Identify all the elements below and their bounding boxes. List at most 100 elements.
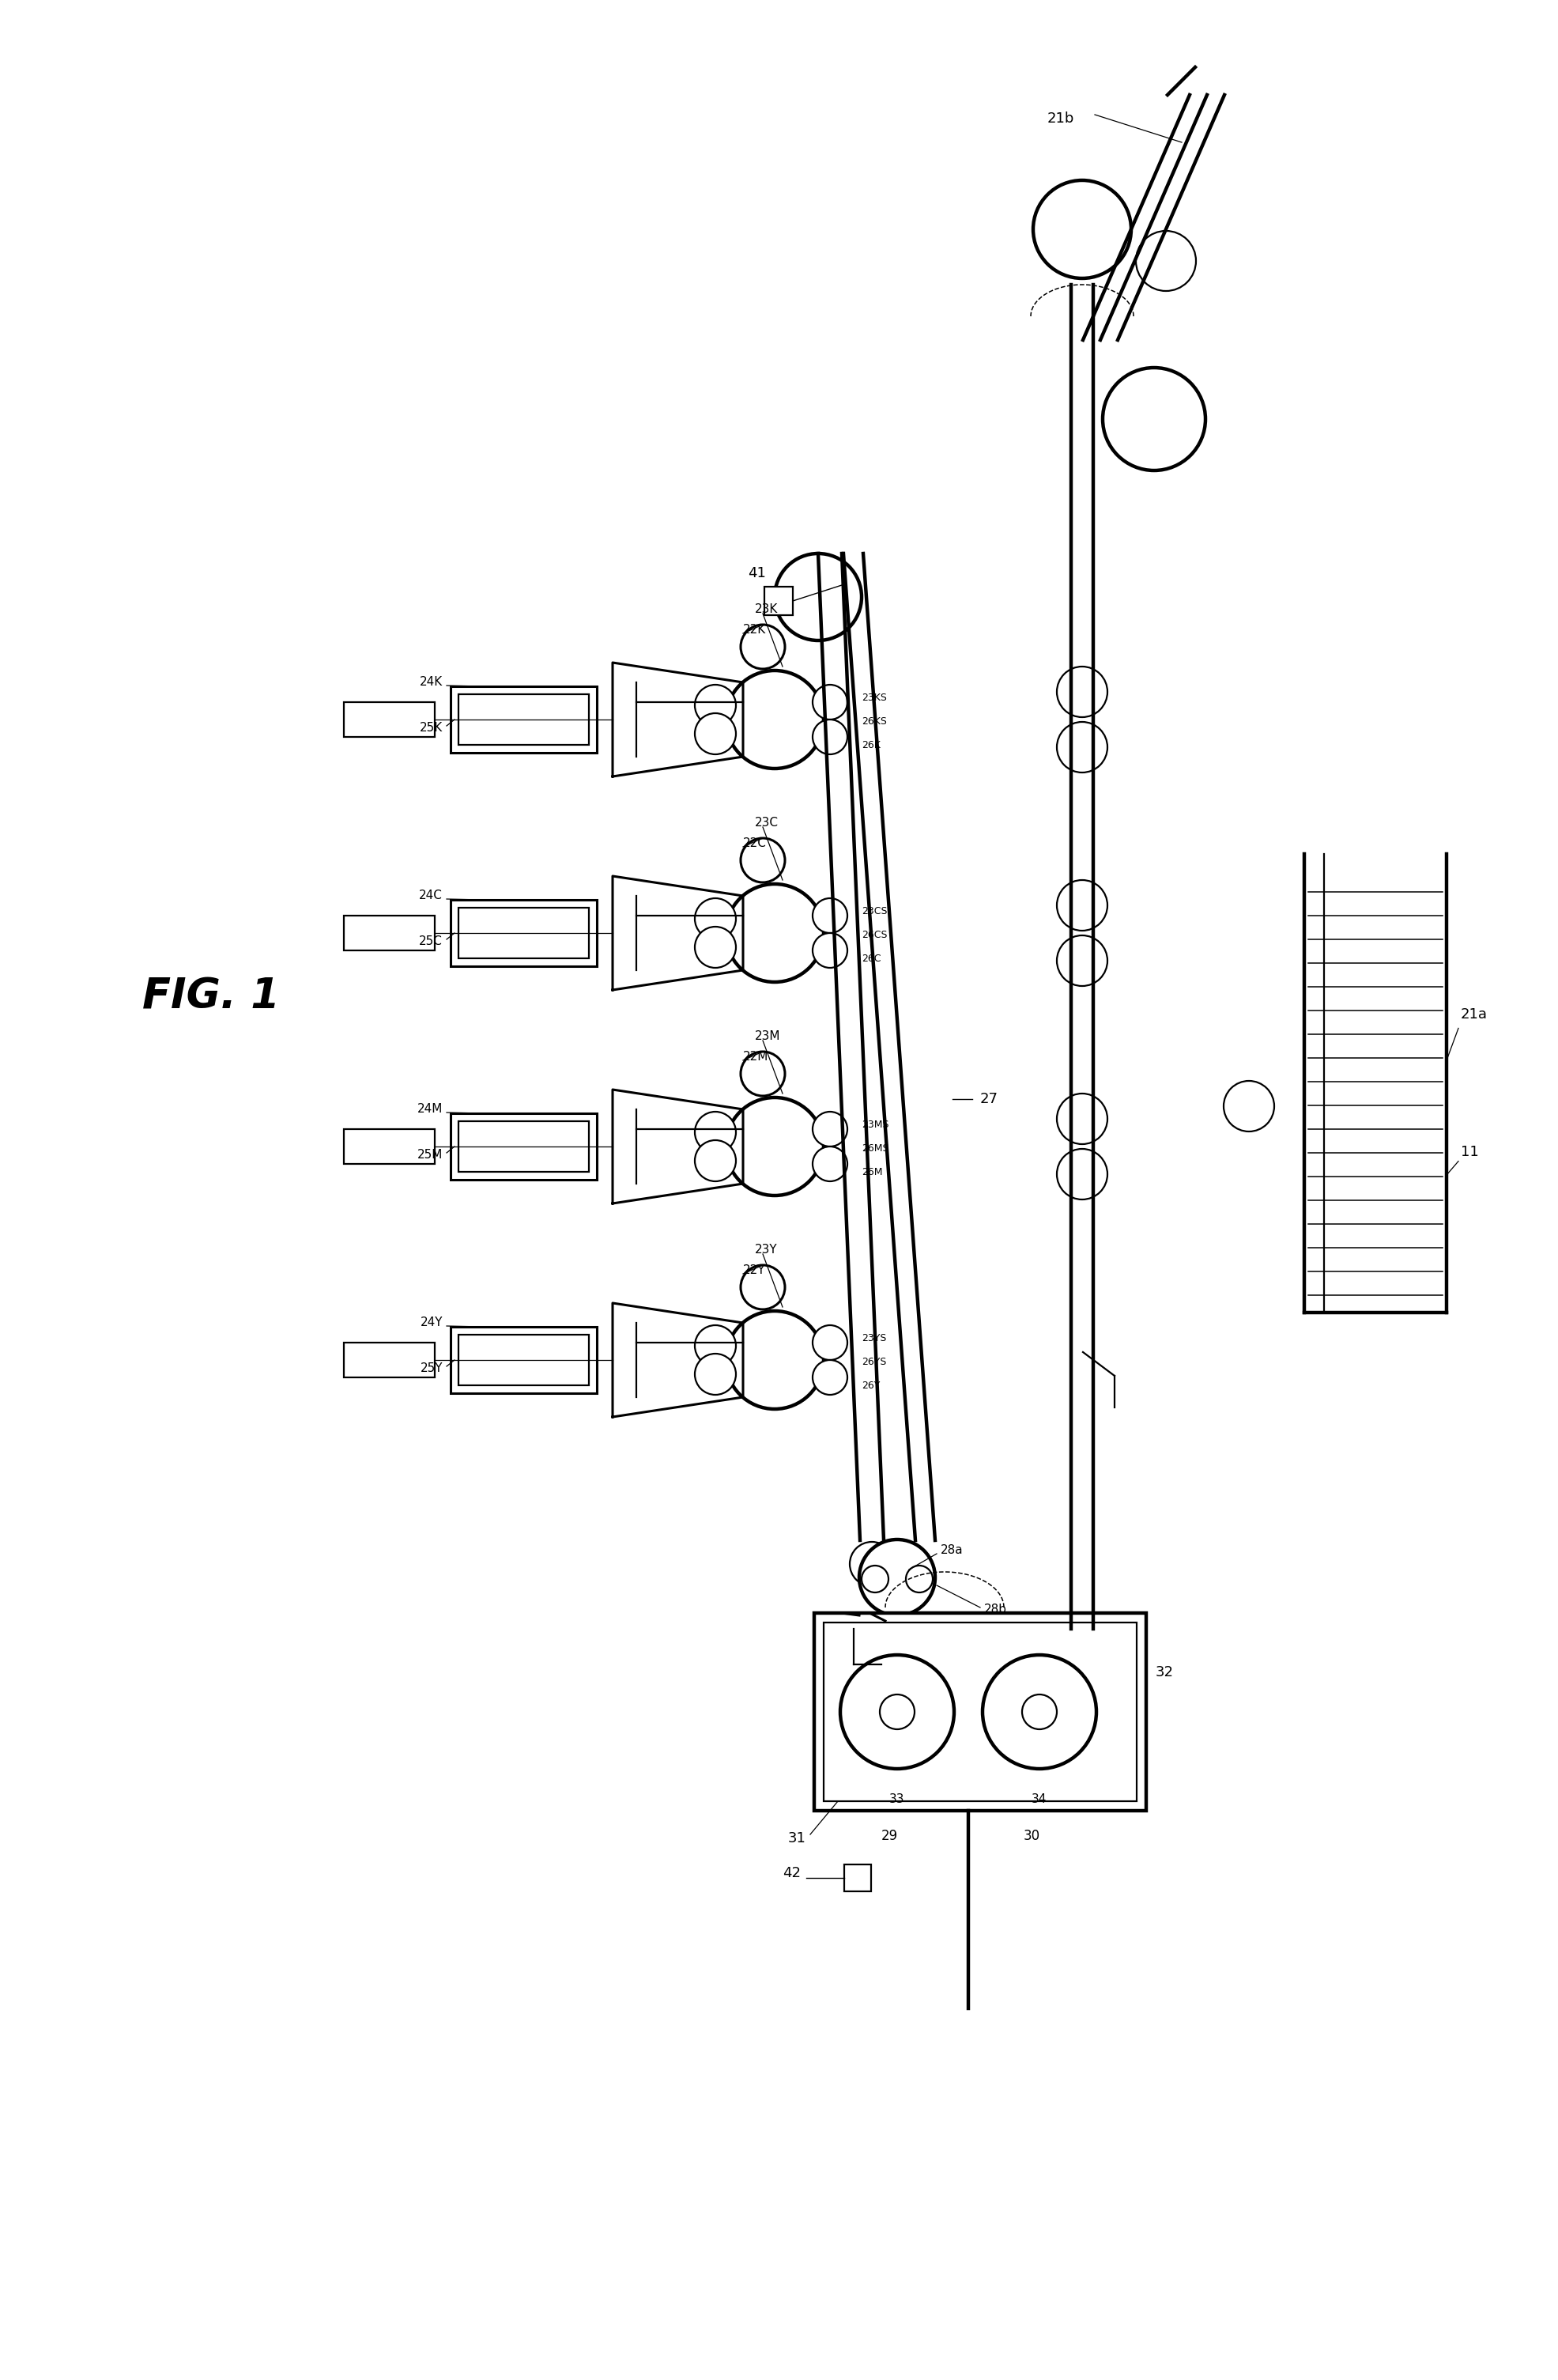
Circle shape xyxy=(1136,231,1197,290)
Text: 24C: 24C xyxy=(419,890,442,902)
Text: 26YS: 26YS xyxy=(862,1357,887,1366)
Text: 22M: 22M xyxy=(743,1050,768,1061)
Bar xyxy=(458,1335,589,1385)
Circle shape xyxy=(774,555,862,640)
Text: 32: 32 xyxy=(1156,1666,1173,1680)
Circle shape xyxy=(905,1566,933,1592)
Text: 33: 33 xyxy=(890,1792,905,1804)
Text: 30: 30 xyxy=(1024,1828,1039,1842)
Bar xyxy=(450,1326,597,1392)
Bar xyxy=(844,1864,871,1892)
Circle shape xyxy=(726,883,824,983)
Circle shape xyxy=(849,1542,894,1585)
Text: 26KS: 26KS xyxy=(862,716,887,726)
Circle shape xyxy=(1056,881,1108,931)
Text: 29: 29 xyxy=(880,1828,897,1842)
Circle shape xyxy=(813,1111,848,1147)
Text: 28a: 28a xyxy=(941,1545,963,1557)
Text: 23M: 23M xyxy=(756,1031,781,1042)
Text: 26C: 26C xyxy=(862,952,880,964)
Bar xyxy=(458,907,589,959)
Text: 21b: 21b xyxy=(1047,112,1075,126)
Text: 21a: 21a xyxy=(1461,1007,1488,1021)
Circle shape xyxy=(1056,1092,1108,1145)
Circle shape xyxy=(813,719,848,754)
Text: 23Y: 23Y xyxy=(756,1242,777,1254)
Text: 22Y: 22Y xyxy=(743,1264,765,1276)
Circle shape xyxy=(880,1695,915,1730)
Bar xyxy=(450,1114,597,1180)
Text: 23MS: 23MS xyxy=(862,1119,890,1130)
Text: 23CS: 23CS xyxy=(862,907,888,916)
Circle shape xyxy=(813,897,848,933)
Text: 23YS: 23YS xyxy=(862,1333,887,1342)
Circle shape xyxy=(858,1540,935,1616)
Circle shape xyxy=(858,1540,935,1616)
Text: 25C: 25C xyxy=(419,935,442,947)
Circle shape xyxy=(862,1566,888,1592)
Circle shape xyxy=(695,714,735,754)
Text: 25K: 25K xyxy=(419,721,442,733)
Bar xyxy=(344,916,435,950)
Circle shape xyxy=(726,1097,824,1195)
Bar xyxy=(815,1614,1147,1811)
Circle shape xyxy=(1056,1150,1108,1200)
Bar xyxy=(344,1128,435,1164)
Text: 23K: 23K xyxy=(756,602,777,614)
Circle shape xyxy=(813,933,848,969)
Circle shape xyxy=(740,1052,785,1095)
Text: 24K: 24K xyxy=(419,676,442,688)
Text: 23KS: 23KS xyxy=(862,693,887,702)
Bar xyxy=(458,1121,589,1171)
Text: 26Y: 26Y xyxy=(862,1380,880,1390)
Text: 34: 34 xyxy=(1031,1792,1047,1804)
Text: 26K: 26K xyxy=(862,740,880,750)
Circle shape xyxy=(1033,181,1131,278)
Circle shape xyxy=(726,1311,824,1409)
Circle shape xyxy=(695,1326,735,1366)
Circle shape xyxy=(740,1266,785,1309)
Circle shape xyxy=(983,1654,1097,1768)
Circle shape xyxy=(1056,721,1108,774)
Circle shape xyxy=(1022,1695,1056,1730)
Text: 27: 27 xyxy=(980,1092,999,1107)
Circle shape xyxy=(695,1140,735,1180)
Text: 24Y: 24Y xyxy=(421,1316,442,1328)
Bar xyxy=(458,695,589,745)
Circle shape xyxy=(1056,666,1108,716)
Circle shape xyxy=(695,1354,735,1395)
Text: 25M: 25M xyxy=(418,1150,442,1161)
Text: 23C: 23C xyxy=(756,816,779,828)
Circle shape xyxy=(1223,1081,1274,1130)
Circle shape xyxy=(813,1359,848,1395)
Bar xyxy=(344,1342,435,1378)
Bar xyxy=(765,588,793,614)
Text: 42: 42 xyxy=(782,1866,801,1880)
Bar xyxy=(824,1623,1137,1802)
Circle shape xyxy=(813,1326,848,1359)
Text: 26MS: 26MS xyxy=(862,1142,890,1154)
Circle shape xyxy=(813,1147,848,1180)
Bar xyxy=(834,1626,882,1668)
Text: 11: 11 xyxy=(1461,1145,1479,1159)
Text: 26CS: 26CS xyxy=(862,931,888,940)
Circle shape xyxy=(695,1111,735,1152)
Circle shape xyxy=(726,671,824,769)
Circle shape xyxy=(840,1654,953,1768)
Text: 25Y: 25Y xyxy=(421,1361,442,1373)
Circle shape xyxy=(740,624,785,669)
Circle shape xyxy=(695,897,735,940)
Text: 22C: 22C xyxy=(743,838,767,850)
Bar xyxy=(344,702,435,738)
Text: FIG. 1: FIG. 1 xyxy=(142,976,280,1016)
Text: 24M: 24M xyxy=(418,1102,442,1114)
Text: 31: 31 xyxy=(788,1830,807,1844)
Circle shape xyxy=(813,685,848,719)
Bar xyxy=(450,685,597,752)
Circle shape xyxy=(1056,935,1108,985)
Circle shape xyxy=(740,838,785,883)
Text: 26M: 26M xyxy=(862,1166,882,1178)
Circle shape xyxy=(695,685,735,726)
Circle shape xyxy=(695,926,735,969)
Text: 22K: 22K xyxy=(743,624,767,635)
